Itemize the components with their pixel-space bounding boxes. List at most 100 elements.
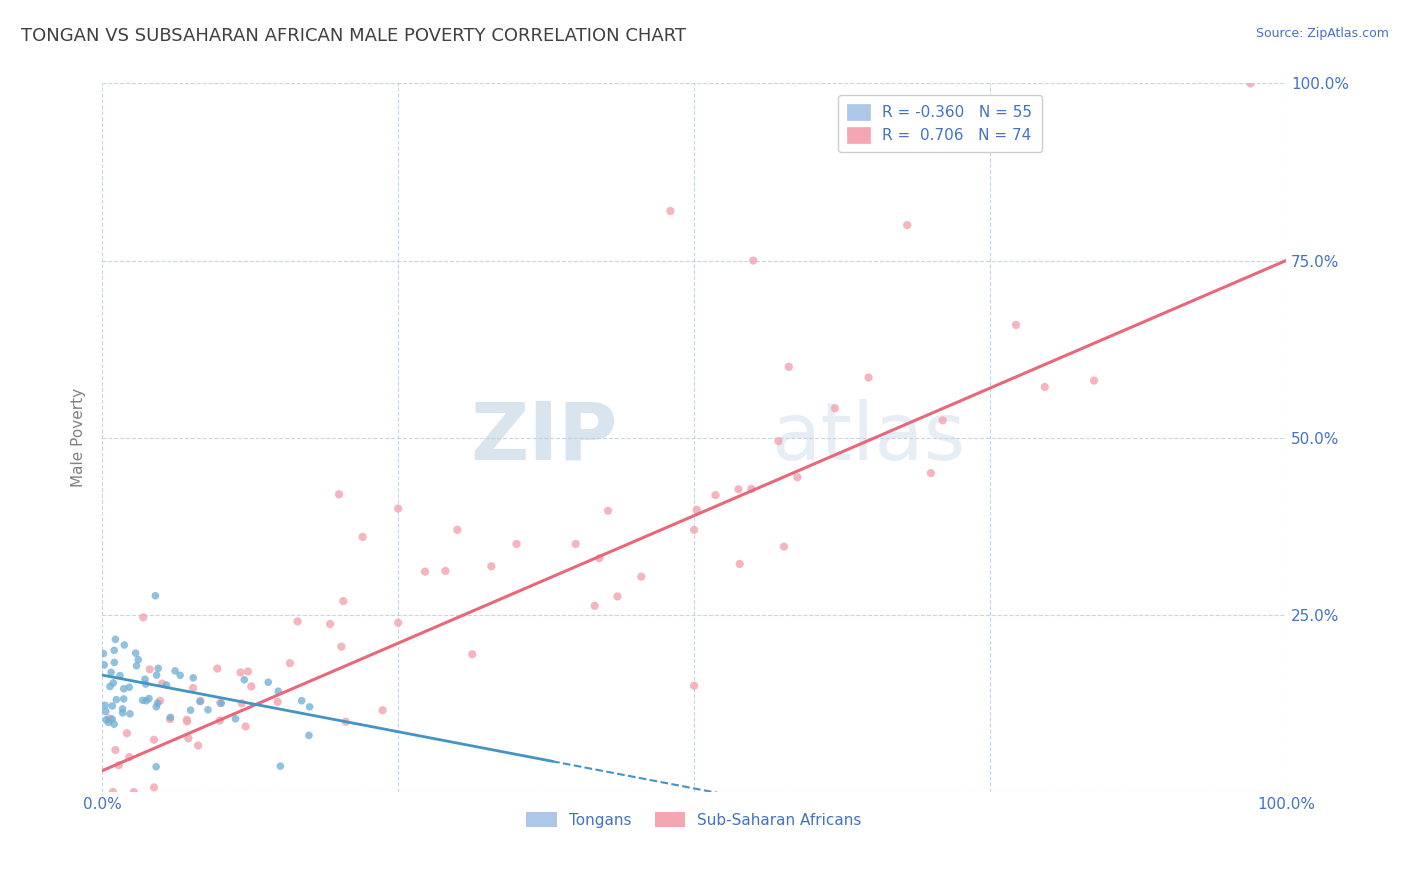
Point [588, 551, 610, 566]
Point [145, 760, 167, 774]
Point [122, 785, 145, 799]
Point [108, 758, 131, 772]
Point [229, 665, 252, 680]
Point [236, 665, 259, 679]
Point [97, 715, 120, 730]
Point [93, 647, 115, 661]
Point [111, 702, 134, 716]
Point [176, 713, 198, 727]
Point [135, 694, 157, 708]
Point [332, 594, 354, 608]
Point [135, 677, 157, 691]
Point [683, 679, 706, 693]
Point [98, 711, 121, 725]
Point [231, 696, 253, 710]
Y-axis label: Male Poverty: Male Poverty [72, 388, 86, 487]
Point [683, 523, 706, 537]
Point [104, 632, 127, 647]
Point [1005, 318, 1028, 332]
Point [149, 694, 172, 708]
Point [335, 714, 357, 729]
Point [187, 739, 209, 753]
Point [742, 253, 765, 268]
Point [143, 589, 166, 603]
Point [131, 693, 153, 707]
Point [112, 692, 135, 706]
Point [143, 732, 166, 747]
Point [101, 698, 124, 713]
Point [778, 359, 800, 374]
Point [118, 706, 141, 721]
Point [165, 664, 187, 678]
Point [103, 656, 125, 670]
Point [103, 676, 125, 690]
Point [127, 653, 149, 667]
Point [858, 370, 880, 384]
Point [257, 675, 280, 690]
Point [240, 680, 263, 694]
Point [155, 678, 177, 692]
Point [134, 672, 156, 686]
Point [94, 698, 117, 713]
Point [786, 470, 808, 484]
Point [208, 714, 231, 728]
Point [686, 503, 709, 517]
Point [115, 726, 138, 740]
Point [181, 681, 204, 695]
Point [209, 696, 232, 710]
Point [112, 681, 135, 696]
Point [659, 204, 682, 219]
Point [319, 617, 342, 632]
Point [291, 694, 314, 708]
Point [287, 615, 309, 629]
Point [479, 559, 502, 574]
Point [267, 684, 290, 698]
Point [768, 434, 790, 448]
Point [387, 501, 409, 516]
Point [564, 537, 586, 551]
Point [148, 661, 170, 675]
Point [105, 692, 128, 706]
Point [103, 717, 125, 731]
Point [298, 728, 321, 742]
Legend: Tongans, Sub-Saharan Africans: Tongans, Sub-Saharan Africans [520, 805, 868, 834]
Point [138, 691, 160, 706]
Point [145, 699, 167, 714]
Point [583, 599, 606, 613]
Point [188, 694, 211, 708]
Point [169, 668, 191, 682]
Point [112, 638, 135, 652]
Point [298, 699, 321, 714]
Point [387, 615, 409, 630]
Point [94, 705, 117, 719]
Point [225, 712, 247, 726]
Text: ZIP: ZIP [470, 399, 617, 476]
Point [269, 759, 291, 773]
Point [143, 780, 166, 795]
Point [461, 647, 484, 661]
Point [125, 658, 148, 673]
Point [132, 610, 155, 624]
Point [371, 703, 394, 717]
Point [824, 401, 846, 416]
Point [111, 706, 134, 720]
Point [101, 785, 124, 799]
Point [505, 537, 527, 551]
Point [159, 712, 181, 726]
Point [159, 710, 181, 724]
Point [104, 743, 127, 757]
Point [630, 569, 652, 583]
Point [330, 640, 353, 654]
Point [773, 540, 796, 554]
Point [146, 696, 169, 710]
Point [100, 665, 122, 680]
Point [278, 656, 301, 670]
Point [176, 714, 198, 729]
Point [101, 712, 124, 726]
Point [233, 673, 256, 687]
Point [96, 713, 118, 727]
Point [150, 676, 173, 690]
Point [352, 530, 374, 544]
Point [145, 668, 167, 682]
Point [931, 413, 953, 427]
